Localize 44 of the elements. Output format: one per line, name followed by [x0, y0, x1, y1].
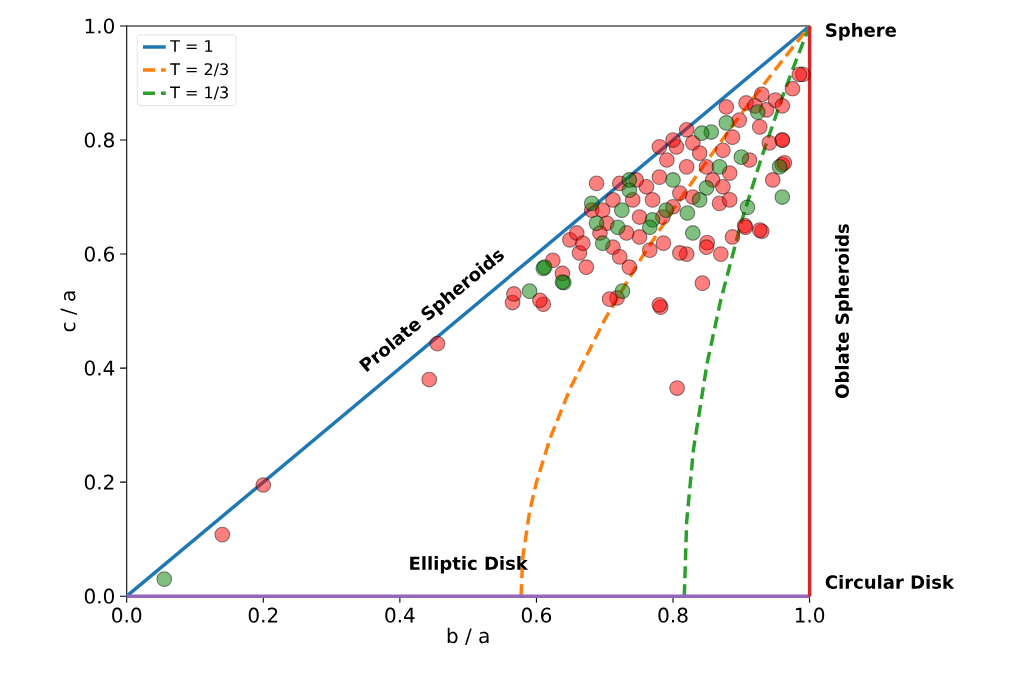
- point: [718, 115, 735, 131]
- point: [749, 104, 766, 121]
- text: Sphere: [826, 23, 896, 41]
- point: [739, 199, 756, 216]
- annotation: Elliptic Disk: [410, 556, 529, 574]
- point: [641, 219, 658, 236]
- text: Oblate Spheroids: [835, 224, 853, 399]
- y-tick-label: 0.2: [84, 474, 114, 490]
- x-tick-label: 1.0: [795, 607, 825, 623]
- x-tick-label: 0.6: [521, 607, 552, 623]
- point: [679, 205, 696, 221]
- point: [693, 125, 710, 142]
- y-tick-label: 0.4: [84, 360, 115, 376]
- point: [583, 195, 600, 212]
- point: [698, 180, 715, 196]
- point: [594, 235, 611, 252]
- y-axis-title: c / a: [60, 291, 78, 332]
- point: [609, 219, 626, 236]
- x-axis-title: b / a: [447, 627, 489, 645]
- x-tick-label: 0.0: [112, 607, 142, 623]
- point: [774, 189, 791, 205]
- y-tick-label: 0.6: [84, 246, 115, 262]
- text: Circular Disk: [825, 575, 955, 589]
- point: [691, 192, 708, 208]
- point: [658, 202, 675, 219]
- legend-label: T = 1/3: [170, 86, 228, 100]
- point: [614, 283, 631, 300]
- x-tick-label: 0.8: [658, 607, 688, 623]
- y-tick-label: 0.0: [84, 588, 114, 604]
- point: [711, 159, 728, 175]
- legend-label: T = 1: [170, 40, 213, 52]
- point: [156, 571, 173, 588]
- legend-label: T = 2/3: [170, 63, 228, 77]
- point: [665, 172, 681, 188]
- x-tick-label: 0.4: [385, 607, 415, 623]
- x-tick-label: 0.2: [248, 607, 278, 623]
- y-tick-label: 1.0: [85, 18, 114, 34]
- point: [621, 172, 638, 188]
- point: [733, 149, 750, 166]
- y-tick-label: 0.8: [84, 132, 114, 148]
- point: [588, 215, 605, 232]
- point: [521, 283, 538, 300]
- point: [684, 225, 701, 241]
- point: [613, 202, 630, 219]
